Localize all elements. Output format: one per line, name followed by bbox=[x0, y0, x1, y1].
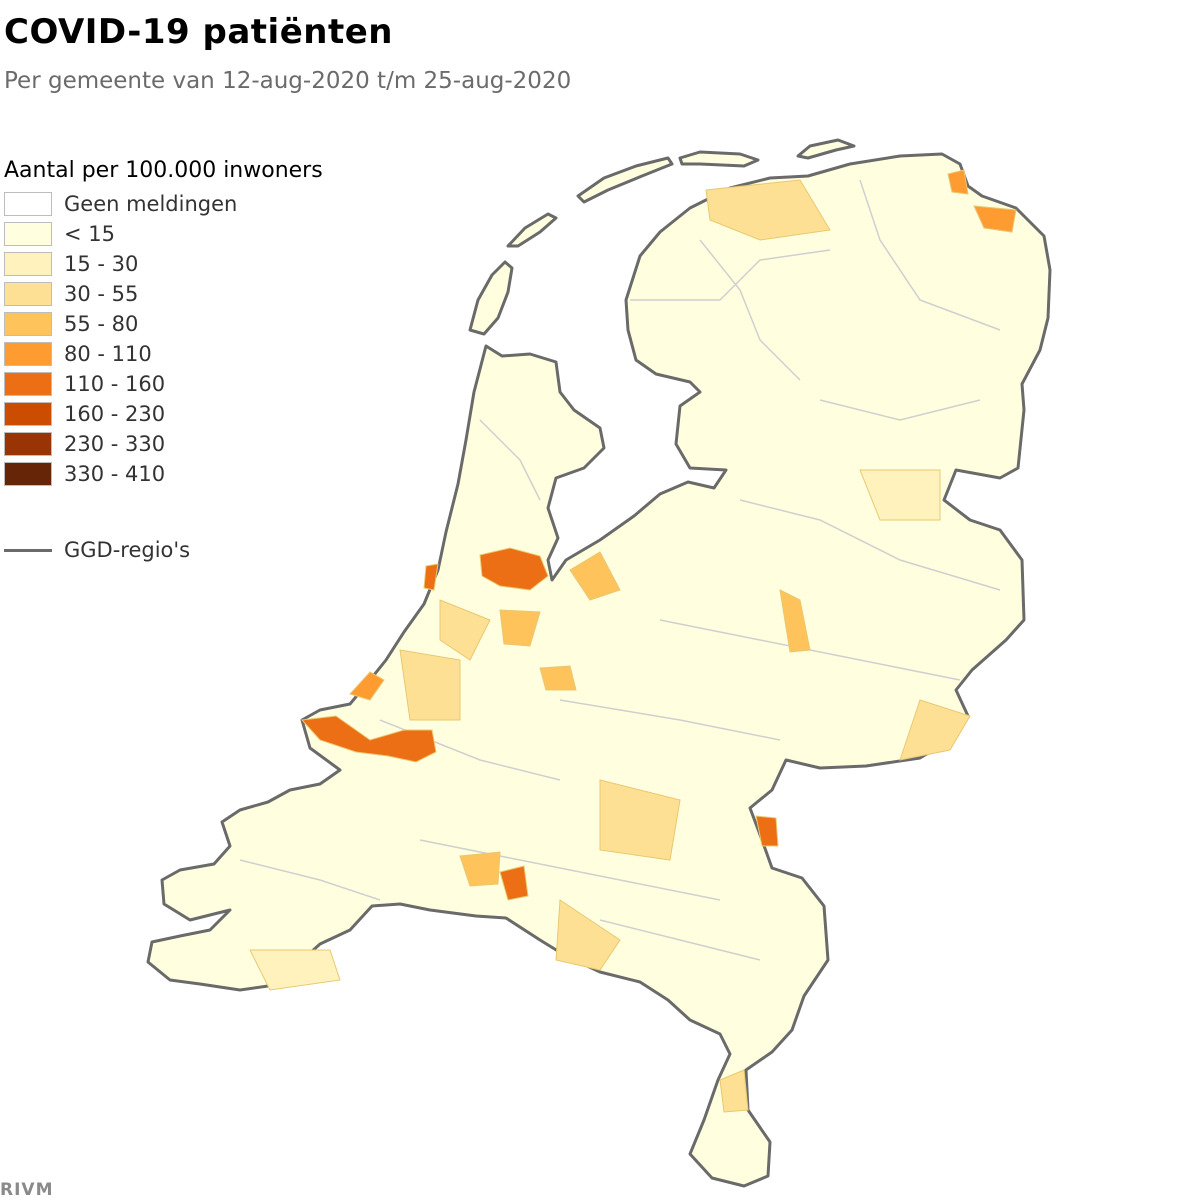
map-title: COVID-19 patiënten bbox=[4, 12, 393, 52]
legend-label: 160 - 230 bbox=[64, 402, 166, 426]
area-eemsmond bbox=[947, 169, 969, 195]
area-amsterdam bbox=[479, 547, 549, 591]
legend-label: 230 - 330 bbox=[64, 432, 166, 456]
area-gelderland bbox=[599, 779, 681, 861]
legend-label: 110 - 160 bbox=[64, 372, 166, 396]
map-subtitle: Per gemeente van 12-aug-2020 t/m 25-aug-… bbox=[4, 68, 572, 94]
wadden-texel bbox=[468, 260, 514, 336]
legend: Aantal per 100.000 inwoners Geen melding… bbox=[4, 158, 323, 489]
area-den-haag bbox=[349, 671, 385, 701]
area-tilburg bbox=[499, 865, 529, 901]
legend-label: 30 - 55 bbox=[64, 282, 139, 306]
area-north-holland-south bbox=[439, 599, 491, 661]
legend-label: 55 - 80 bbox=[64, 312, 139, 336]
wadden-schiermonnikoog bbox=[796, 138, 856, 160]
legend-swatch bbox=[4, 372, 52, 396]
legend-item: 330 - 410 bbox=[4, 459, 323, 489]
wadden-terschelling bbox=[576, 156, 674, 204]
legend-label: 15 - 30 bbox=[64, 252, 139, 276]
region-legend: GGD-regio's bbox=[4, 538, 190, 562]
legend-swatch bbox=[4, 222, 52, 246]
legend-item: 80 - 110 bbox=[4, 339, 323, 369]
area-nijmegen bbox=[755, 815, 779, 847]
legend-swatch bbox=[4, 312, 52, 336]
legend-label: Geen meldingen bbox=[64, 192, 238, 216]
area-rotterdam bbox=[300, 715, 437, 763]
legend-swatch bbox=[4, 342, 52, 366]
area-haarlem bbox=[423, 563, 439, 591]
legend-items: Geen meldingen < 15 15 - 30 30 - 55 55 - 80 8… bbox=[4, 189, 323, 489]
area-overijssel bbox=[899, 699, 971, 761]
legend-item: 55 - 80 bbox=[4, 309, 323, 339]
legend-item: 30 - 55 bbox=[4, 279, 323, 309]
area-amstelveen bbox=[499, 609, 541, 647]
legend-item: Geen meldingen bbox=[4, 189, 323, 219]
legend-label: < 15 bbox=[64, 222, 115, 246]
area-drenthe bbox=[859, 469, 941, 521]
mainland bbox=[146, 152, 1052, 1188]
area-brabant bbox=[555, 899, 621, 971]
credit-text: RIVM bbox=[0, 1180, 54, 1200]
legend-swatch bbox=[4, 432, 52, 456]
area-groningen-west bbox=[705, 179, 831, 241]
legend-swatch bbox=[4, 462, 52, 486]
legend-item: 110 - 160 bbox=[4, 369, 323, 399]
area-limburg bbox=[719, 1069, 749, 1113]
area-delfzijl bbox=[973, 205, 1017, 233]
legend-label: 80 - 110 bbox=[64, 342, 152, 366]
legend-swatch bbox=[4, 282, 52, 306]
legend-swatch bbox=[4, 192, 52, 216]
area-zeeland bbox=[249, 949, 341, 991]
wadden-ameland bbox=[678, 150, 760, 168]
legend-title: Aantal per 100.000 inwoners bbox=[4, 158, 323, 183]
legend-item: 15 - 30 bbox=[4, 249, 323, 279]
area-zuid-holland bbox=[399, 649, 461, 721]
area-utrecht bbox=[539, 665, 577, 691]
area-barneveld bbox=[779, 589, 811, 653]
region-legend-label: GGD-regio's bbox=[64, 538, 191, 562]
area-zeewolde bbox=[569, 551, 621, 601]
area-breda bbox=[459, 851, 501, 887]
legend-item: 230 - 330 bbox=[4, 429, 323, 459]
legend-swatch bbox=[4, 402, 52, 426]
wadden-vlieland bbox=[506, 212, 558, 248]
legend-label: 330 - 410 bbox=[64, 462, 166, 486]
region-line-sample bbox=[4, 548, 52, 552]
legend-item: < 15 bbox=[4, 219, 323, 249]
legend-item: 160 - 230 bbox=[4, 399, 323, 429]
legend-swatch bbox=[4, 252, 52, 276]
